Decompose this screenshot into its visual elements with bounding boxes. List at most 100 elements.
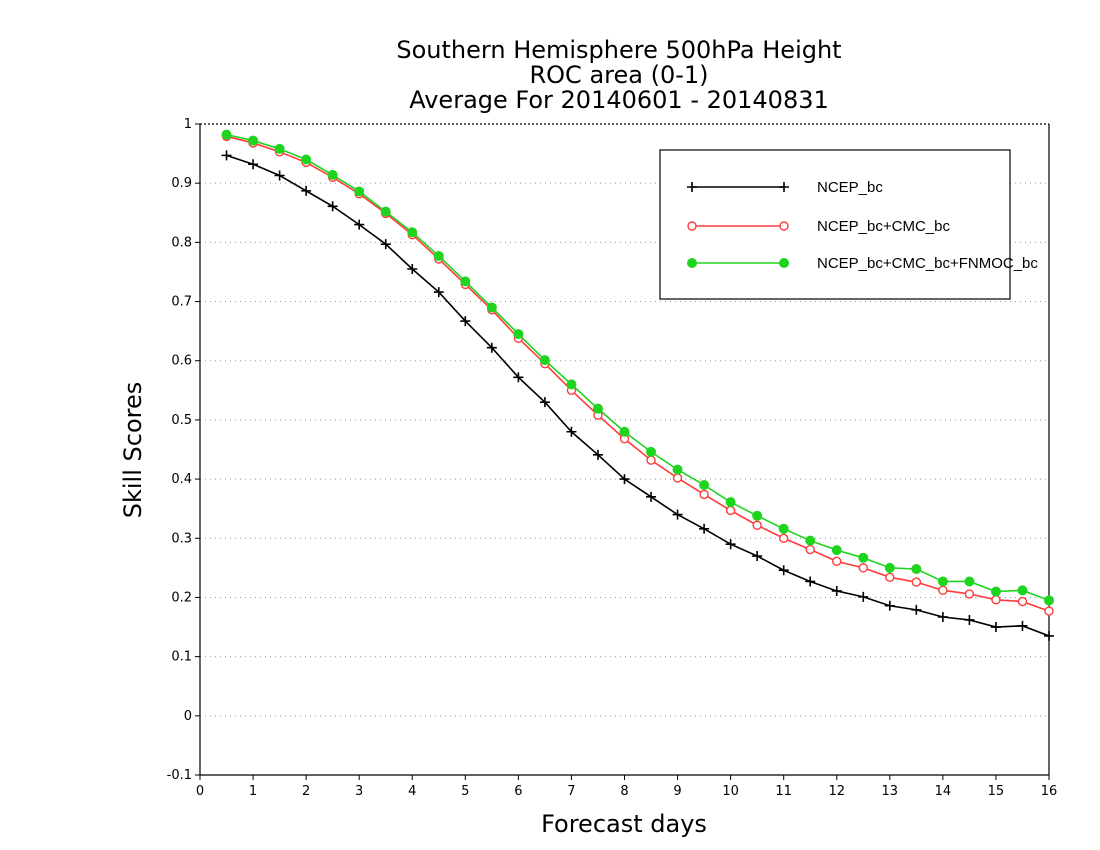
y-tick-label: 1 (184, 117, 192, 132)
title-line-3: Average For 20140601 - 20140831 (409, 86, 829, 114)
filled-circle-point (646, 446, 657, 457)
y-tick-label: 0.9 (171, 176, 192, 191)
filled-circle-point (805, 535, 816, 546)
plus-point (566, 426, 577, 437)
open-circle-point (911, 577, 922, 587)
x-tick-label: 6 (514, 784, 522, 799)
plus-point (937, 611, 948, 622)
series-1 (221, 150, 1054, 641)
plus-point (460, 316, 471, 327)
x-tick-label: 2 (302, 784, 310, 799)
y-tick-label: 0.6 (171, 354, 192, 369)
legend-box (659, 149, 1011, 300)
filled-circle-point (380, 206, 391, 217)
legend-entry: NCEP_bc+CMC_bc (687, 218, 950, 235)
filled-circle-point (460, 276, 471, 287)
plus-point (911, 604, 922, 615)
x-tick-label: 1 (249, 784, 257, 799)
x-tick-label: 16 (1041, 784, 1058, 799)
plus-point (672, 509, 683, 520)
x-tick-label: 11 (775, 784, 792, 799)
legend-entry: NCEP_bc (687, 179, 883, 196)
legend-label: NCEP_bc+CMC_bc+FNMOC_bc (817, 255, 1038, 272)
plus-point (539, 397, 550, 408)
title-line-1: Southern Hemisphere 500hPa Height (396, 36, 841, 64)
plus-point (725, 539, 736, 550)
x-axis-title: Forecast days (541, 810, 707, 838)
open-circle-point (672, 473, 683, 483)
y-tick-label: 0.8 (171, 235, 192, 250)
filled-circle-point (937, 576, 948, 587)
plus-point (433, 287, 444, 298)
y-tick-label: 0.7 (171, 295, 192, 310)
x-tick-label: 7 (567, 784, 575, 799)
filled-circle-point (327, 169, 338, 180)
open-circle-point (885, 572, 895, 583)
series-3 (221, 129, 1054, 606)
filled-circle-point (687, 258, 697, 268)
y-tick-label: -0.1 (167, 768, 192, 783)
filled-circle-point (778, 523, 789, 534)
plus-point (301, 185, 312, 196)
y-tick-label: 0.2 (171, 590, 192, 605)
filled-circle-point (274, 143, 285, 154)
legend-label: NCEP_bc (817, 179, 883, 196)
y-tick-label: 0.1 (171, 650, 192, 665)
open-circle-point (858, 563, 868, 573)
filled-circle-point (354, 186, 365, 197)
open-circle-point (832, 556, 842, 567)
legend-label: NCEP_bc+CMC_bc (817, 218, 950, 235)
filled-circle-point (592, 403, 603, 414)
open-circle-point (646, 455, 656, 465)
plus-point (486, 342, 497, 353)
chart-title: Southern Hemisphere 500hPa Height ROC ar… (396, 36, 841, 114)
plus-point (248, 159, 259, 170)
y-tick-label: 0 (184, 709, 192, 724)
filled-circle-point (964, 576, 975, 587)
x-tick-label: 4 (408, 784, 416, 799)
plus-point (327, 201, 338, 212)
y-axis-title: Skill Scores (119, 382, 147, 519)
plus-point (1017, 620, 1028, 631)
open-circle-point (699, 489, 709, 500)
y-tick-label: 0.3 (171, 531, 192, 546)
plus-point (990, 622, 1001, 633)
filled-circle-point (513, 329, 524, 340)
y-tick-label: 0.5 (171, 413, 192, 428)
x-tick-label: 13 (882, 784, 899, 799)
filled-circle-point (221, 129, 232, 140)
plus-point (884, 600, 895, 611)
filled-circle-point (672, 464, 683, 475)
plus-point (964, 614, 975, 625)
x-tick-label: 10 (722, 784, 739, 799)
filled-circle-point (884, 562, 895, 573)
x-tick-label: 5 (461, 784, 469, 799)
filled-circle-point (248, 135, 259, 146)
plus-point (858, 591, 869, 602)
open-circle-point (687, 221, 697, 231)
filled-circle-point (725, 497, 736, 508)
x-tick-label: 3 (355, 784, 363, 799)
filled-circle-point (1044, 595, 1054, 606)
plus-point (221, 150, 232, 161)
x-axis: 0 1 2 3 4 5 6 7 8 9 10 11 12 13 14 15 16 (196, 775, 1057, 799)
filled-circle-point (407, 227, 418, 238)
y-tick-label: 0.4 (171, 472, 192, 487)
plus-point (513, 372, 524, 383)
y-axis: -0.1 0 0.1 0.2 0.3 0.4 0.5 0.6 0.7 0.8 0.9 1 (167, 117, 200, 783)
plus-point (779, 182, 789, 192)
x-tick-label: 0 (196, 784, 204, 799)
plus-point (699, 523, 710, 534)
open-circle-point (725, 505, 736, 516)
filled-circle-point (566, 379, 577, 390)
filled-circle-point (539, 355, 550, 366)
x-tick-label: 12 (828, 784, 845, 799)
open-circle-point (805, 544, 815, 555)
filled-circle-point (752, 510, 763, 521)
filled-circle-point (990, 586, 1001, 597)
open-circle-point (964, 589, 975, 599)
open-circle-point (938, 585, 948, 596)
plus-point (380, 239, 391, 250)
filled-circle-point (1017, 585, 1028, 596)
